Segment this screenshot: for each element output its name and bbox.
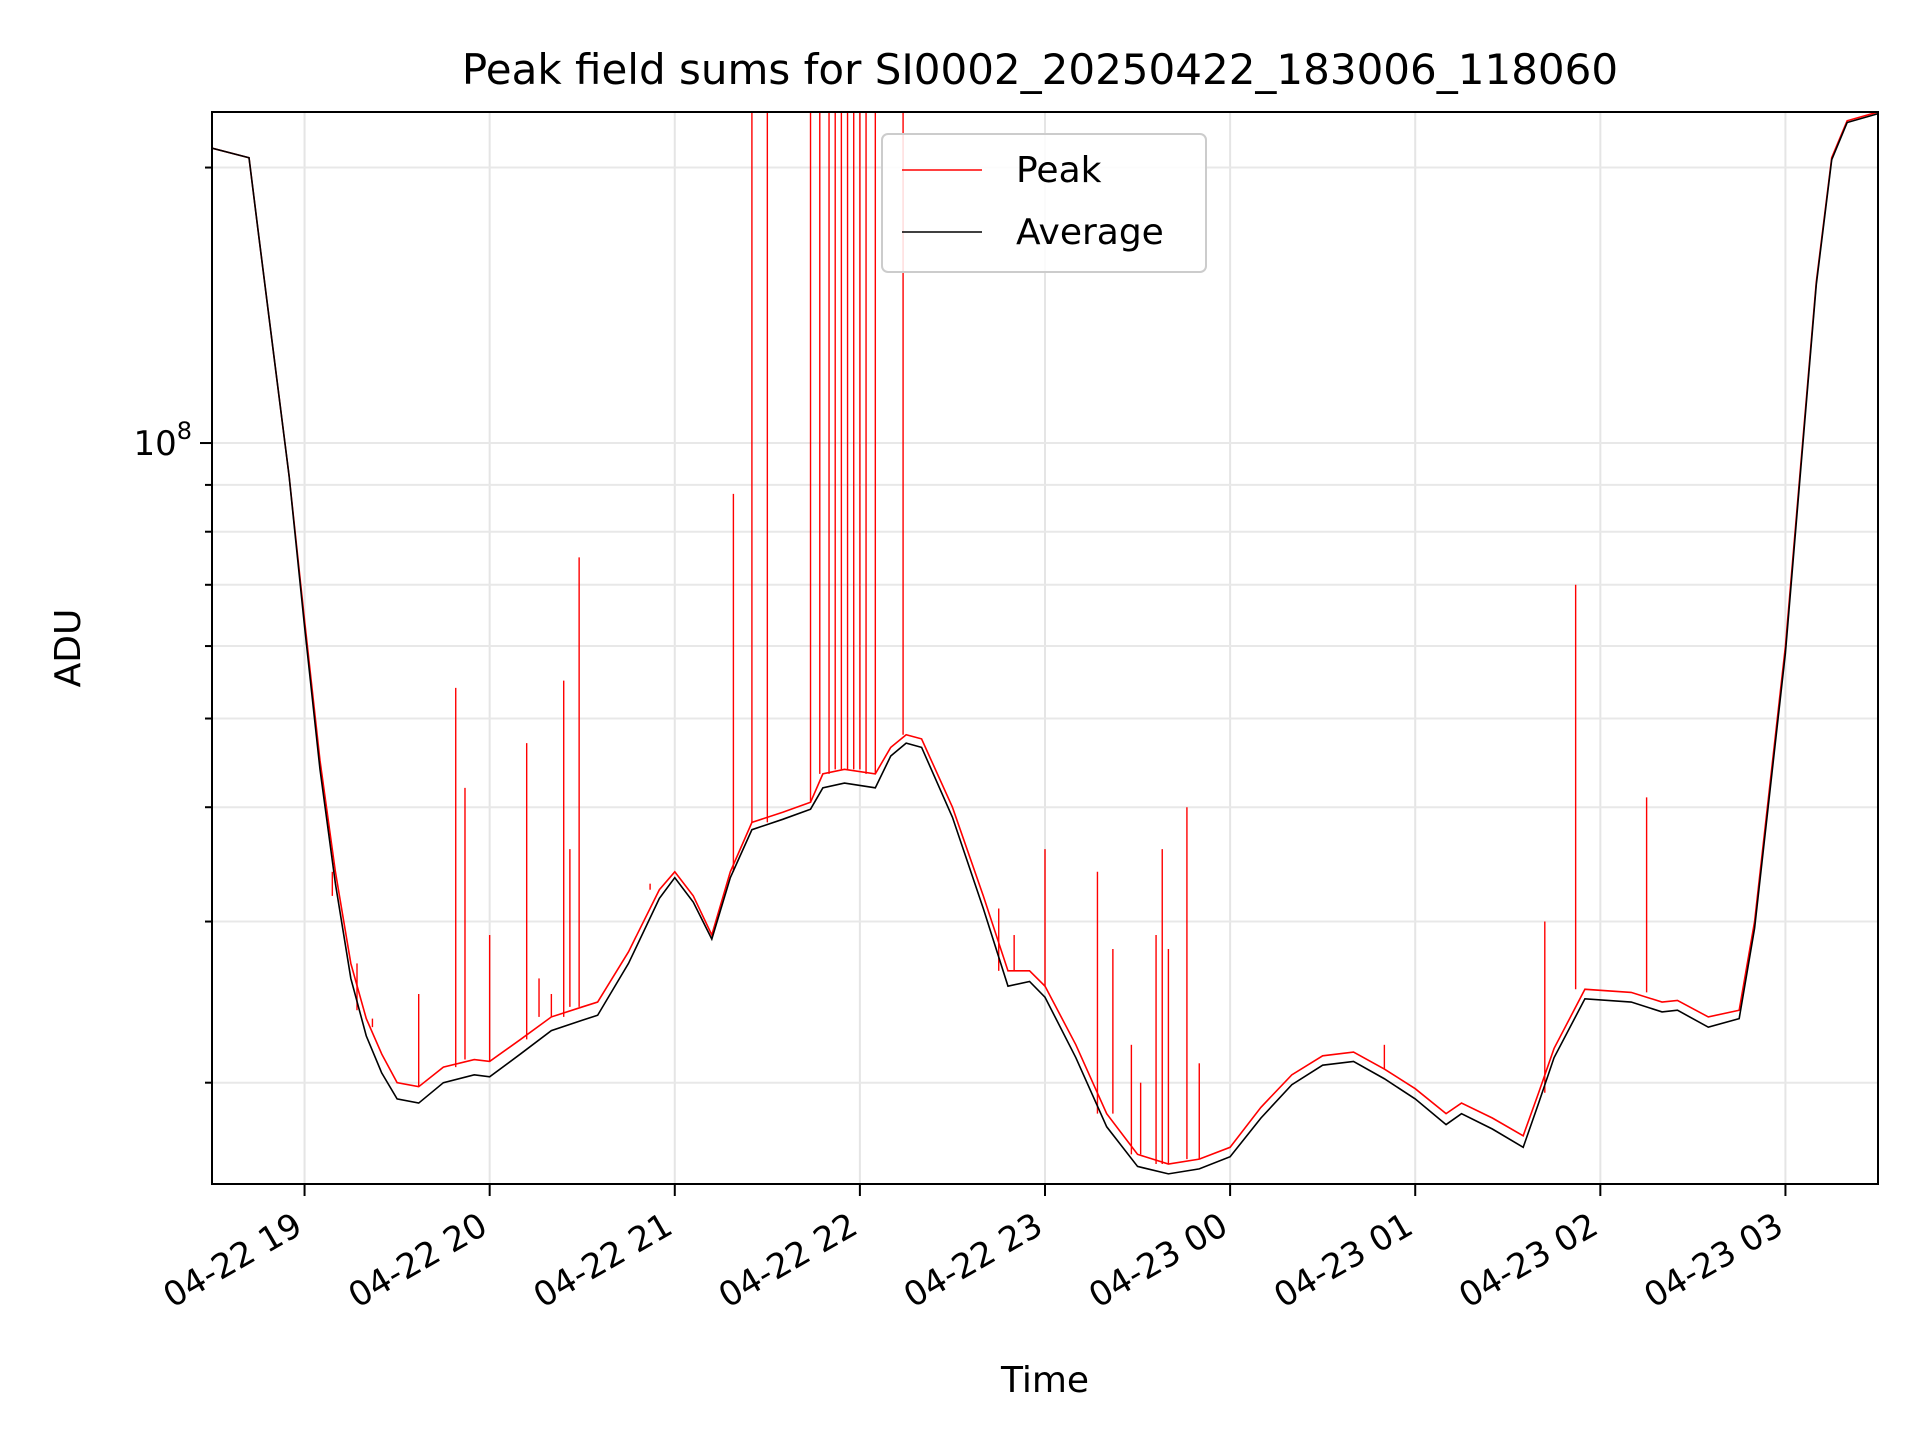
y-axis: 108	[133, 166, 212, 1084]
legend-box	[881, 133, 1207, 273]
y-tick-label: 108	[133, 417, 192, 464]
series-average-line	[212, 112, 1878, 1175]
legend: Peak Average	[881, 133, 1207, 273]
legend-average-label: Average	[1016, 212, 1164, 253]
chart-title: Peak field sums for SI0002_20250422_1830…	[462, 45, 1618, 94]
y-axis-label: ADU	[48, 609, 89, 688]
series-peak-line	[212, 112, 1878, 1165]
series-layer	[212, 112, 1878, 1175]
legend-peak-label: Peak	[1016, 150, 1102, 191]
x-axis-label: Time	[1000, 1360, 1089, 1401]
